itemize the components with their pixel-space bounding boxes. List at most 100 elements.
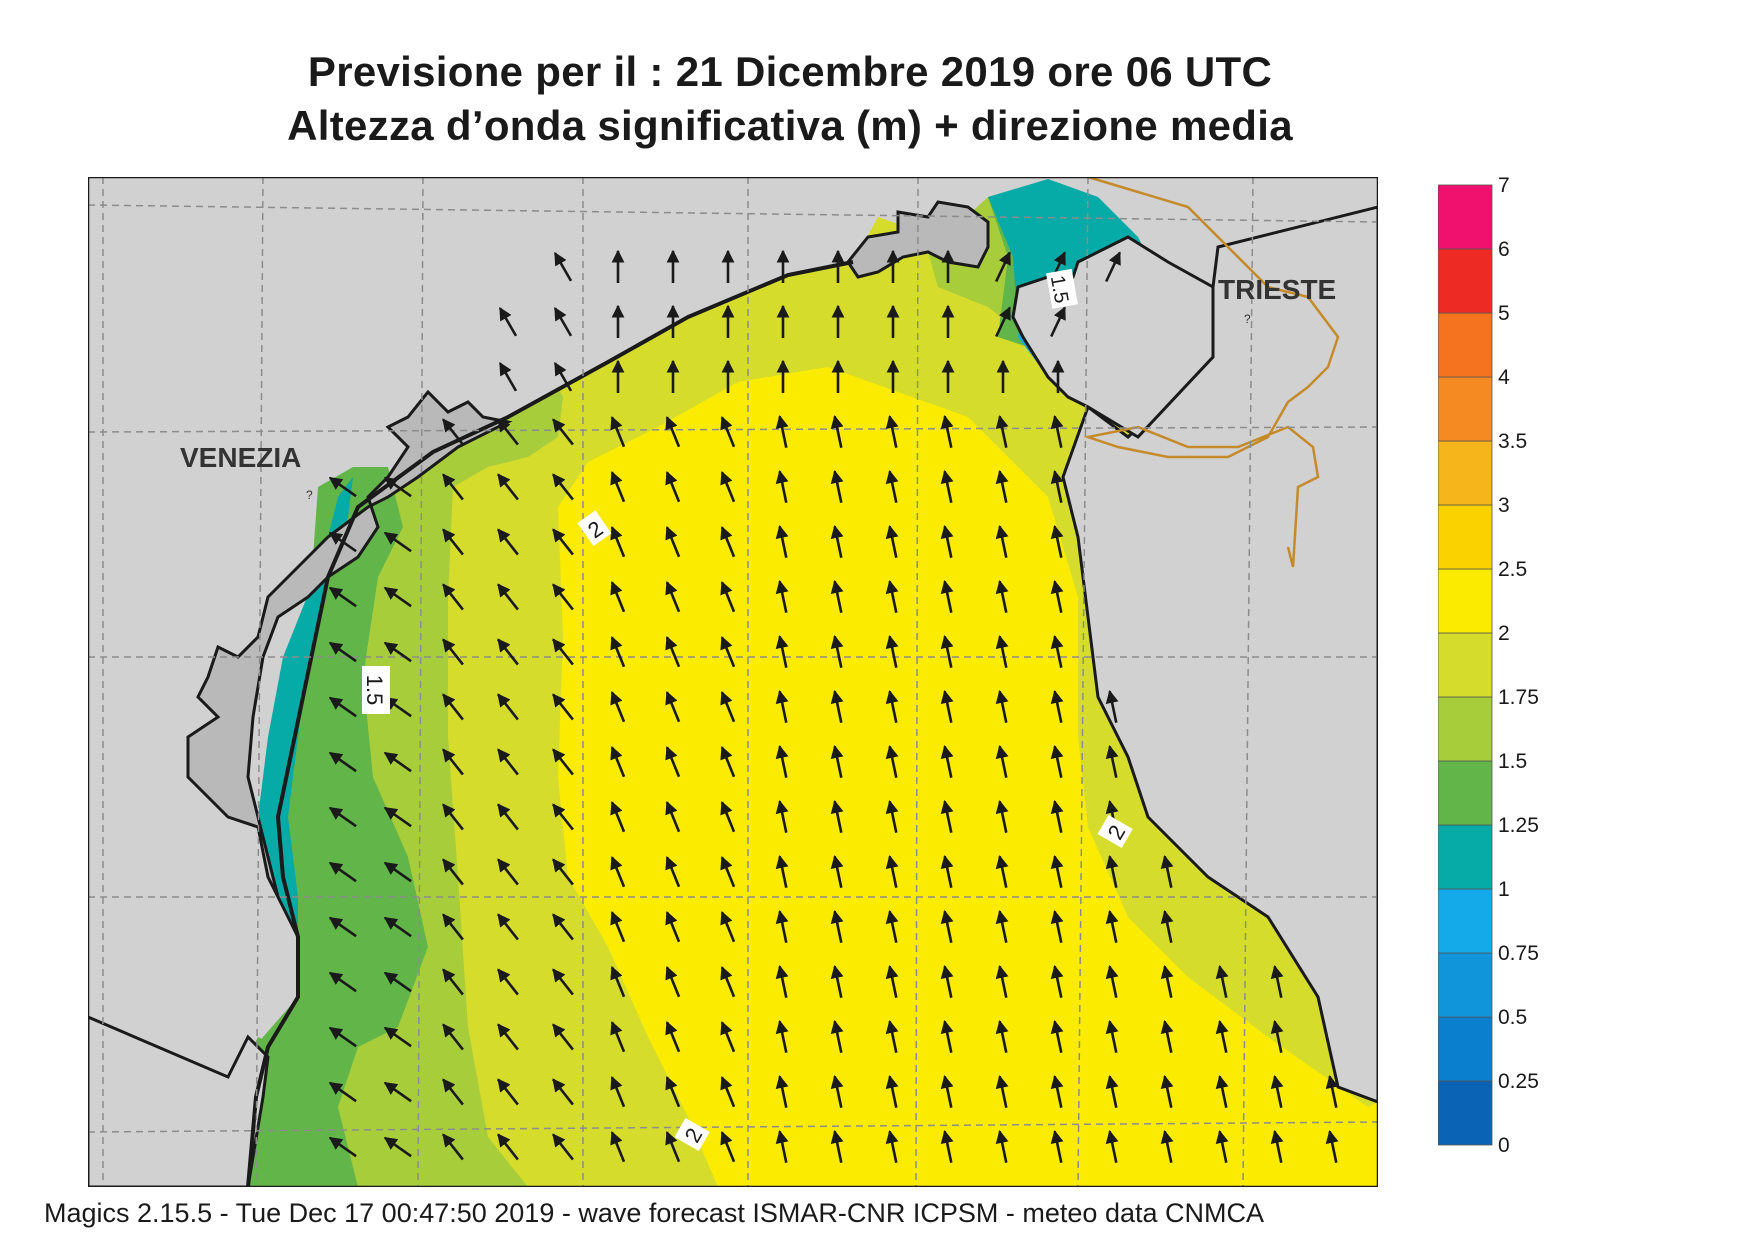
wave-direction-arrow — [552, 803, 574, 831]
wave-direction-arrow — [553, 361, 573, 392]
wave-direction-arrow — [610, 1020, 626, 1053]
wave-direction-arrow — [383, 531, 412, 553]
wave-direction-arrow — [665, 1075, 681, 1108]
wave-direction-arrow — [775, 635, 789, 668]
wave-direction-arrow — [328, 1081, 357, 1103]
wave-direction-arrow — [665, 1020, 681, 1053]
wave-direction-arrow — [665, 745, 681, 778]
wave-direction-arrow — [442, 1023, 464, 1051]
wave-direction-arrow — [383, 1136, 412, 1158]
wave-direction-arrow — [383, 476, 412, 498]
wave-direction-arrow — [940, 690, 954, 723]
contour-label-text: 1.5 — [362, 675, 387, 706]
wave-direction-arrow — [383, 586, 412, 608]
wave-direction-arrow — [497, 638, 519, 666]
wave-direction-arrow — [497, 748, 519, 776]
wave-direction-arrow — [940, 635, 954, 668]
wave-direction-arrow — [1105, 910, 1119, 943]
forecast-title: Previsione per il : 21 Dicembre 2019 ore… — [307, 48, 1273, 95]
wave-direction-arrow — [552, 693, 574, 721]
wave-direction-arrow — [552, 858, 574, 886]
wave-direction-arrow — [610, 855, 626, 888]
wave-direction-arrow — [442, 968, 464, 996]
wave-direction-arrow — [665, 470, 681, 503]
wave-direction-arrow — [1050, 1020, 1064, 1053]
wave-direction-arrow — [1160, 965, 1174, 998]
map-frame — [88, 177, 1378, 1187]
coast-west — [246, 260, 854, 1187]
wave-direction-arrow — [1050, 965, 1064, 998]
wave-direction-arrow — [442, 528, 464, 556]
wave-direction-arrow — [1325, 1075, 1339, 1108]
wave-direction-arrow — [1050, 580, 1064, 613]
legend-swatch — [1438, 312, 1493, 378]
wave-direction-arrow — [885, 690, 899, 723]
legend-swatch — [1438, 248, 1493, 314]
legend-level-label: 5 — [1498, 302, 1510, 325]
wave-direction-arrow — [830, 1130, 844, 1163]
wave-direction-arrow — [497, 858, 519, 886]
wave-direction-arrow — [497, 1133, 519, 1161]
wave-direction-arrow — [1270, 1020, 1284, 1053]
wave-direction-arrow — [1050, 910, 1064, 943]
wave-direction-arrow — [497, 913, 519, 941]
wave-direction-arrow — [552, 913, 574, 941]
wave-direction-arrow — [885, 745, 899, 778]
wave-direction-arrow — [328, 586, 357, 608]
city-marker-trieste: ? — [1244, 312, 1251, 326]
wave-direction-arrow — [1215, 1020, 1229, 1053]
wave-direction-arrow — [775, 1130, 789, 1163]
wave-direction-arrow — [830, 1020, 844, 1053]
wave-direction-arrow — [885, 910, 899, 943]
wave-direction-arrow — [995, 580, 1009, 613]
wave-direction-arrow — [775, 965, 789, 998]
wave-direction-arrow — [1160, 910, 1174, 943]
wave-direction-arrow — [610, 745, 626, 778]
wave-direction-arrow — [720, 745, 736, 778]
wave-direction-arrow — [383, 751, 412, 773]
wave-direction-arrow — [665, 635, 681, 668]
wave-direction-arrow — [498, 306, 518, 337]
wave-direction-arrow — [995, 910, 1009, 943]
wave-direction-arrow — [1105, 1130, 1119, 1163]
wave-direction-arrow — [383, 861, 412, 883]
wave-direction-arrow — [610, 580, 626, 613]
wave-direction-arrow — [328, 696, 357, 718]
contour-label-15-ne: 1.5 — [1046, 268, 1078, 309]
wave-direction-arrow — [328, 531, 357, 553]
wave-direction-arrow — [720, 965, 736, 998]
wave-direction-arrow — [720, 1020, 736, 1053]
wave-direction-arrow — [1270, 1130, 1284, 1163]
wave-direction-arrow — [940, 525, 954, 558]
wave-direction-arrow — [995, 800, 1009, 833]
wave-direction-arrow — [497, 803, 519, 831]
wave-direction-arrow — [940, 745, 954, 778]
wave-direction-arrow — [665, 580, 681, 613]
wave-direction-arrow — [885, 525, 899, 558]
wave-direction-arrow — [995, 306, 1011, 338]
wave-direction-arrow — [328, 916, 357, 938]
wave-direction-arrow — [665, 910, 681, 943]
legend-level-label: 0.5 — [1498, 1006, 1527, 1029]
wave-direction-arrow — [610, 1130, 626, 1163]
wave-direction-arrow — [885, 1130, 899, 1163]
wave-direction-arrow — [383, 806, 412, 828]
wave-direction-arrow — [720, 470, 736, 503]
wave-direction-arrow — [497, 1023, 519, 1051]
wave-direction-arrow — [665, 690, 681, 723]
wave-direction-arrow — [995, 690, 1009, 723]
colorbar-legend: 0 0.25 0.5 0.75 1 1.25 1.5 1.75 2 2.5 3 3.5 4 5 6 7 — [1438, 177, 1539, 1157]
legend-level-label: 2.5 — [1498, 558, 1527, 581]
wave-direction-arrow — [885, 470, 899, 503]
wave-direction-arrow — [995, 525, 1009, 558]
wave-direction-arrow — [497, 418, 519, 446]
wave-direction-arrow — [383, 1026, 412, 1048]
legend-level-label: 1.25 — [1498, 814, 1539, 837]
wave-direction-arrow — [885, 415, 899, 448]
wave-direction-arrow — [830, 910, 844, 943]
wave-direction-arrow — [995, 1130, 1009, 1163]
wave-direction-arrow — [940, 470, 954, 503]
venice-lagoon-land — [186, 389, 513, 938]
wave-direction-arrow — [830, 1075, 844, 1108]
footer-credits: Magics 2.15.5 - Tue Dec 17 00:47:50 2019… — [44, 1198, 1264, 1228]
